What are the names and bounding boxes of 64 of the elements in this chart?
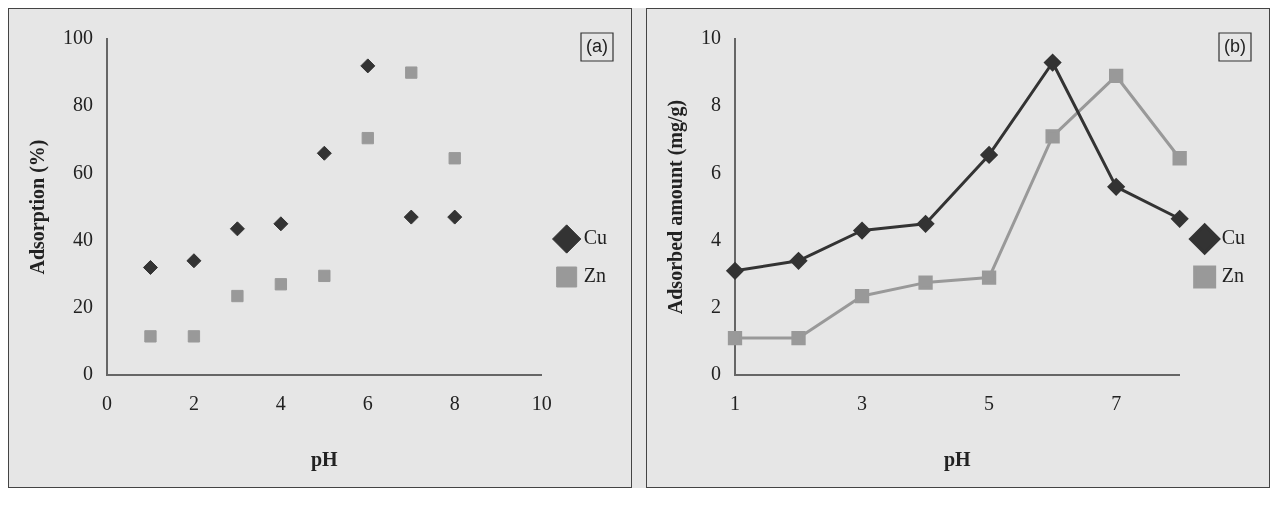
point [1171, 210, 1189, 228]
y-tick-label: 0 [83, 362, 93, 385]
x-axis-title: pH [943, 448, 972, 472]
point [1044, 54, 1062, 72]
y-tick-label: 60 [73, 160, 93, 183]
x-tick-label: 10 [531, 392, 552, 415]
point [447, 209, 463, 225]
y-tick-label: 4 [711, 227, 721, 250]
point [980, 146, 998, 164]
x-tick-label: 2 [188, 392, 199, 415]
point [790, 252, 808, 270]
point [854, 288, 870, 304]
x-tick-label: 4 [275, 392, 286, 415]
point [918, 275, 933, 290]
x-tick-label: 8 [449, 392, 460, 415]
y-tick-label: 0 [711, 362, 721, 385]
point [1045, 129, 1060, 144]
point [791, 330, 806, 346]
x-tick-label: 7 [1111, 392, 1122, 415]
point [1108, 68, 1124, 84]
y-tick-label: 8 [711, 93, 721, 116]
y-tick-label: 20 [73, 295, 93, 318]
x-tick-label: 1 [730, 392, 740, 415]
point [853, 222, 871, 240]
point [318, 269, 331, 283]
point [316, 145, 332, 161]
point [1172, 151, 1187, 166]
y-tick-label: 100 [63, 26, 93, 49]
legend-label: Zn [1221, 264, 1244, 287]
point [229, 221, 245, 237]
point [361, 131, 374, 145]
point [726, 262, 744, 280]
point [1107, 178, 1125, 196]
legend-label: Cu [1221, 226, 1245, 249]
legend-label: Zn [583, 264, 606, 287]
y-tick-label: 2 [711, 295, 721, 318]
point [231, 289, 244, 303]
x-tick-label: 6 [362, 392, 373, 415]
y-tick-label: 6 [711, 160, 721, 183]
x-tick-label: 0 [102, 392, 112, 415]
point [917, 215, 935, 233]
y-tick-label: 80 [73, 93, 93, 116]
x-tick-label: 5 [984, 392, 995, 415]
point [448, 152, 461, 165]
point [274, 278, 288, 291]
point [405, 66, 418, 79]
y-axis-title: Adsorption (%) [26, 139, 50, 275]
text: (a) [586, 35, 608, 56]
x-axis-title: pH [310, 448, 339, 472]
point [142, 259, 158, 275]
point [403, 209, 419, 225]
point [144, 330, 157, 343]
point [981, 270, 997, 285]
y-tick-label: 10 [701, 26, 721, 49]
point [186, 253, 202, 269]
point [273, 216, 289, 232]
point [360, 58, 376, 74]
x-tick-label: 3 [857, 392, 868, 415]
y-axis-title: Adsorbed amount (mg/g) [664, 99, 688, 315]
legend-label: Cu [583, 226, 607, 249]
point [187, 330, 201, 343]
y-tick-label: 40 [73, 227, 93, 250]
text: (b) [1224, 35, 1246, 56]
point [727, 330, 743, 346]
